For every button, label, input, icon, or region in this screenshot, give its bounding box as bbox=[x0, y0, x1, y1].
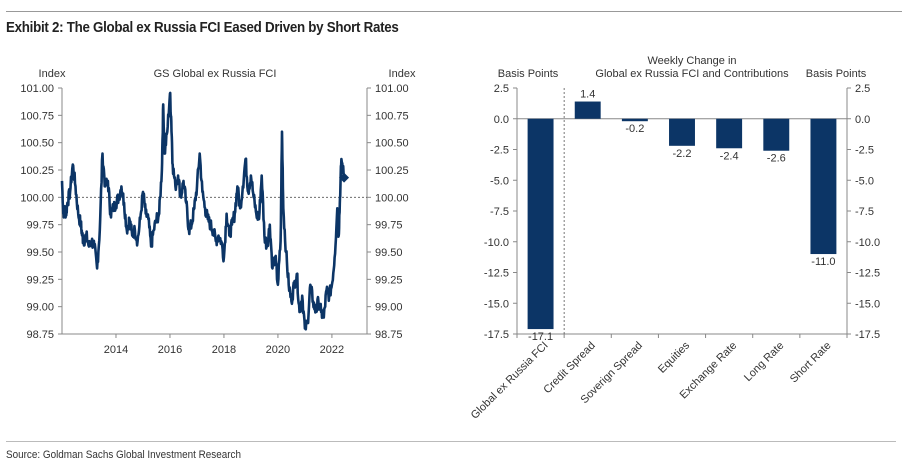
y-tick-label-left: 99.25 bbox=[26, 274, 54, 286]
bottom-rule bbox=[6, 441, 896, 442]
y-tick-label-right: 98.75 bbox=[375, 329, 403, 341]
bar-y-tick-label-right: -7.5 bbox=[855, 206, 874, 218]
x-tick-label: 2020 bbox=[266, 344, 290, 356]
fci-series-line bbox=[60, 91, 346, 331]
last-point-marker bbox=[339, 172, 350, 183]
y-tick-label-right: 99.50 bbox=[375, 247, 403, 259]
y-tick-label-right: 100.75 bbox=[375, 110, 409, 122]
y-tick-label-left: 100.75 bbox=[20, 110, 54, 122]
bar-equities bbox=[669, 118, 695, 146]
bar-y-tick-label-right: -15.0 bbox=[855, 298, 880, 310]
bar-data-label: -2.4 bbox=[720, 150, 739, 162]
bar-y-tick-label-left: -12.5 bbox=[484, 268, 509, 280]
bar-y-tick-label-right: 2.5 bbox=[855, 83, 870, 95]
right-axis-label: Index bbox=[389, 68, 416, 80]
y-tick-label-right: 101.00 bbox=[375, 83, 409, 95]
bar-data-label: -11.0 bbox=[811, 256, 835, 268]
bar-y-tick-label-left: -5.0 bbox=[490, 175, 509, 187]
y-tick-label-left: 100.50 bbox=[20, 138, 54, 150]
y-tick-label-right: 100.00 bbox=[375, 192, 409, 204]
y-tick-label-left: 100.25 bbox=[20, 165, 54, 177]
bar-category-label: Global ex Russia FCI bbox=[469, 340, 551, 422]
bar-category-label: Long Rate bbox=[742, 340, 786, 384]
exhibit-title: Exhibit 2: The Global ex Russia FCI Ease… bbox=[6, 20, 399, 36]
bar-left-axis-label: Basis Points bbox=[498, 68, 559, 80]
y-tick-label-right: 99.25 bbox=[375, 274, 403, 286]
bar-data-label: -2.2 bbox=[673, 148, 692, 160]
y-tick-label-left: 99.75 bbox=[26, 220, 54, 232]
line-chart-title: GS Global ex Russia FCI bbox=[154, 68, 277, 80]
bar-y-tick-label-left: -7.5 bbox=[490, 206, 509, 218]
y-tick-label-left: 101.00 bbox=[20, 83, 54, 95]
bar-category-label: Short Rate bbox=[788, 340, 834, 386]
source-note: Source: Goldman Sachs Global Investment … bbox=[6, 449, 241, 461]
bar-y-tick-label-left: -17.5 bbox=[484, 329, 509, 341]
bar-y-tick-label-right: -17.5 bbox=[855, 329, 880, 341]
y-tick-label-left: 98.75 bbox=[26, 329, 54, 341]
y-tick-label-left: 99.00 bbox=[26, 302, 54, 314]
top-rule bbox=[6, 11, 902, 12]
bar-y-tick-label-right: -2.5 bbox=[855, 145, 874, 157]
bar-exchange-rate bbox=[716, 118, 743, 149]
bar-data-label: -17.1 bbox=[528, 331, 553, 343]
fci-line-chart: GS Global ex Russia FCI Index Index 101.… bbox=[20, 68, 416, 356]
bar-global-ex-russia-fci bbox=[527, 118, 554, 330]
bar-category-label: Equities bbox=[656, 339, 693, 376]
bar-y-tick-label-right: -10.0 bbox=[855, 237, 880, 249]
bar-chart-title-line1: Weekly Change in bbox=[647, 55, 736, 67]
contributions-bar-chart: Weekly Change in Global ex Russia FCI an… bbox=[469, 55, 880, 422]
x-tick-label: 2016 bbox=[158, 344, 182, 356]
y-tick-label-right: 100.25 bbox=[375, 165, 409, 177]
bar-y-tick-label-left: -15.0 bbox=[484, 298, 509, 310]
y-tick-label-right: 99.75 bbox=[375, 220, 403, 232]
bar-y-tick-label-left: 2.5 bbox=[494, 83, 509, 95]
bar-chart-title-line2: Global ex Russia FCI and Contributions bbox=[595, 68, 789, 80]
left-axis-label: Index bbox=[39, 68, 66, 80]
bar-right-axis-label: Basis Points bbox=[806, 68, 867, 80]
y-tick-label-right: 99.00 bbox=[375, 302, 403, 314]
bar-soverign-spread bbox=[621, 118, 648, 122]
y-tick-label-left: 99.50 bbox=[26, 247, 54, 259]
bar-data-label: -2.6 bbox=[767, 153, 786, 165]
bar-long-rate bbox=[763, 118, 790, 151]
bar-y-tick-label-right: -5.0 bbox=[855, 175, 874, 187]
y-tick-label-right: 100.50 bbox=[375, 138, 409, 150]
x-tick-label: 2022 bbox=[320, 344, 344, 356]
bar-y-tick-label-right: 0.0 bbox=[855, 114, 870, 126]
y-tick-label-left: 100.00 bbox=[20, 192, 54, 204]
bar-short-rate bbox=[810, 118, 837, 255]
bar-credit-spread bbox=[574, 101, 601, 119]
bar-data-label: 1.4 bbox=[580, 89, 595, 101]
x-tick-label: 2014 bbox=[104, 344, 128, 356]
x-tick-label: 2018 bbox=[212, 344, 236, 356]
bar-y-tick-label-right: -12.5 bbox=[855, 268, 880, 280]
bar-y-tick-label-left: 0.0 bbox=[494, 114, 509, 126]
bar-y-tick-label-left: -10.0 bbox=[484, 237, 509, 249]
bar-data-label: -0.2 bbox=[625, 123, 644, 135]
bar-y-tick-label-left: -2.5 bbox=[490, 145, 509, 157]
